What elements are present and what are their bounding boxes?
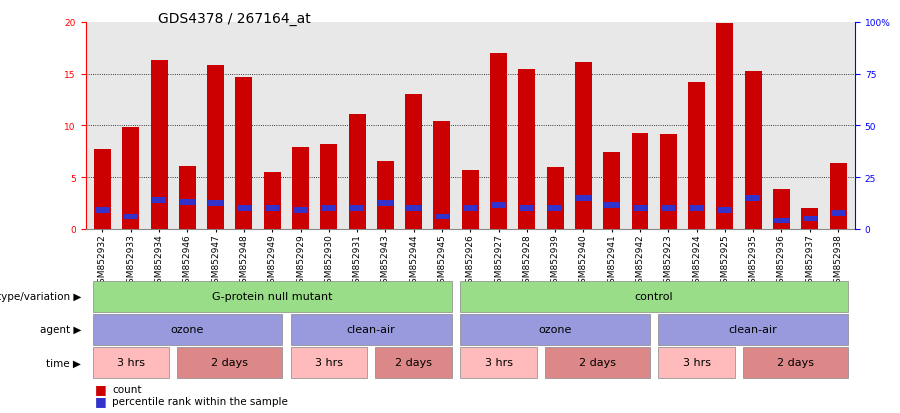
Bar bbox=[548, 206, 562, 211]
Bar bbox=[632, 133, 649, 229]
Bar bbox=[662, 206, 676, 211]
Bar bbox=[207, 66, 224, 229]
Bar bbox=[518, 70, 536, 229]
Bar bbox=[744, 72, 761, 229]
Text: 3 hrs: 3 hrs bbox=[117, 357, 145, 368]
Bar bbox=[660, 134, 677, 229]
Bar bbox=[603, 153, 620, 229]
Bar bbox=[575, 63, 592, 229]
Bar bbox=[773, 190, 790, 229]
Text: ■: ■ bbox=[94, 394, 106, 407]
Text: 2 days: 2 days bbox=[579, 357, 617, 368]
Text: percentile rank within the sample: percentile rank within the sample bbox=[112, 396, 288, 406]
Text: 3 hrs: 3 hrs bbox=[484, 357, 512, 368]
Bar bbox=[265, 206, 279, 211]
Text: 2 days: 2 days bbox=[212, 357, 248, 368]
Bar bbox=[150, 61, 167, 229]
Bar bbox=[491, 203, 506, 208]
Bar bbox=[605, 203, 619, 208]
Bar bbox=[463, 206, 478, 211]
Bar bbox=[746, 195, 760, 201]
Bar bbox=[831, 211, 845, 216]
Text: G-protein null mutant: G-protein null mutant bbox=[212, 291, 332, 301]
Bar bbox=[292, 147, 309, 229]
Text: clean-air: clean-air bbox=[729, 324, 778, 335]
Bar bbox=[405, 95, 422, 229]
Bar bbox=[95, 208, 110, 214]
Text: GDS4378 / 267164_at: GDS4378 / 267164_at bbox=[158, 12, 310, 26]
Bar bbox=[350, 206, 365, 211]
Text: ozone: ozone bbox=[171, 324, 204, 335]
Bar bbox=[717, 208, 732, 214]
Bar bbox=[519, 206, 534, 211]
Text: clean-air: clean-air bbox=[346, 324, 396, 335]
Bar bbox=[462, 170, 479, 229]
Text: 3 hrs: 3 hrs bbox=[315, 357, 343, 368]
Bar bbox=[633, 206, 647, 211]
Bar bbox=[434, 122, 450, 229]
Bar bbox=[321, 206, 336, 211]
Bar bbox=[152, 197, 166, 203]
Bar bbox=[179, 166, 196, 229]
Bar bbox=[237, 206, 251, 211]
Bar bbox=[320, 145, 338, 229]
Bar bbox=[377, 162, 394, 229]
Bar bbox=[94, 150, 111, 229]
Bar bbox=[264, 173, 281, 229]
Bar bbox=[378, 201, 392, 206]
Bar bbox=[803, 216, 817, 222]
Bar bbox=[123, 214, 138, 220]
Bar bbox=[348, 114, 365, 229]
Text: ■: ■ bbox=[94, 382, 106, 396]
Text: 2 days: 2 days bbox=[777, 357, 815, 368]
Bar bbox=[546, 167, 563, 229]
Text: time ▶: time ▶ bbox=[46, 357, 81, 368]
Bar bbox=[209, 201, 223, 206]
Bar bbox=[830, 163, 847, 229]
Bar bbox=[236, 77, 252, 229]
Text: 3 hrs: 3 hrs bbox=[682, 357, 711, 368]
Bar bbox=[774, 218, 788, 224]
Bar bbox=[689, 206, 704, 211]
Bar bbox=[293, 208, 308, 214]
Bar bbox=[491, 54, 507, 229]
Bar bbox=[122, 128, 140, 229]
Bar bbox=[801, 209, 818, 229]
Text: ozone: ozone bbox=[538, 324, 572, 335]
Text: genotype/variation ▶: genotype/variation ▶ bbox=[0, 291, 81, 301]
Text: 2 days: 2 days bbox=[395, 357, 432, 368]
Text: count: count bbox=[112, 384, 142, 394]
Bar bbox=[407, 206, 421, 211]
Bar bbox=[180, 199, 194, 205]
Bar bbox=[716, 24, 734, 229]
Bar bbox=[688, 83, 705, 229]
Bar bbox=[435, 214, 449, 220]
Bar bbox=[576, 195, 590, 201]
Text: control: control bbox=[634, 291, 673, 301]
Text: agent ▶: agent ▶ bbox=[40, 324, 81, 335]
